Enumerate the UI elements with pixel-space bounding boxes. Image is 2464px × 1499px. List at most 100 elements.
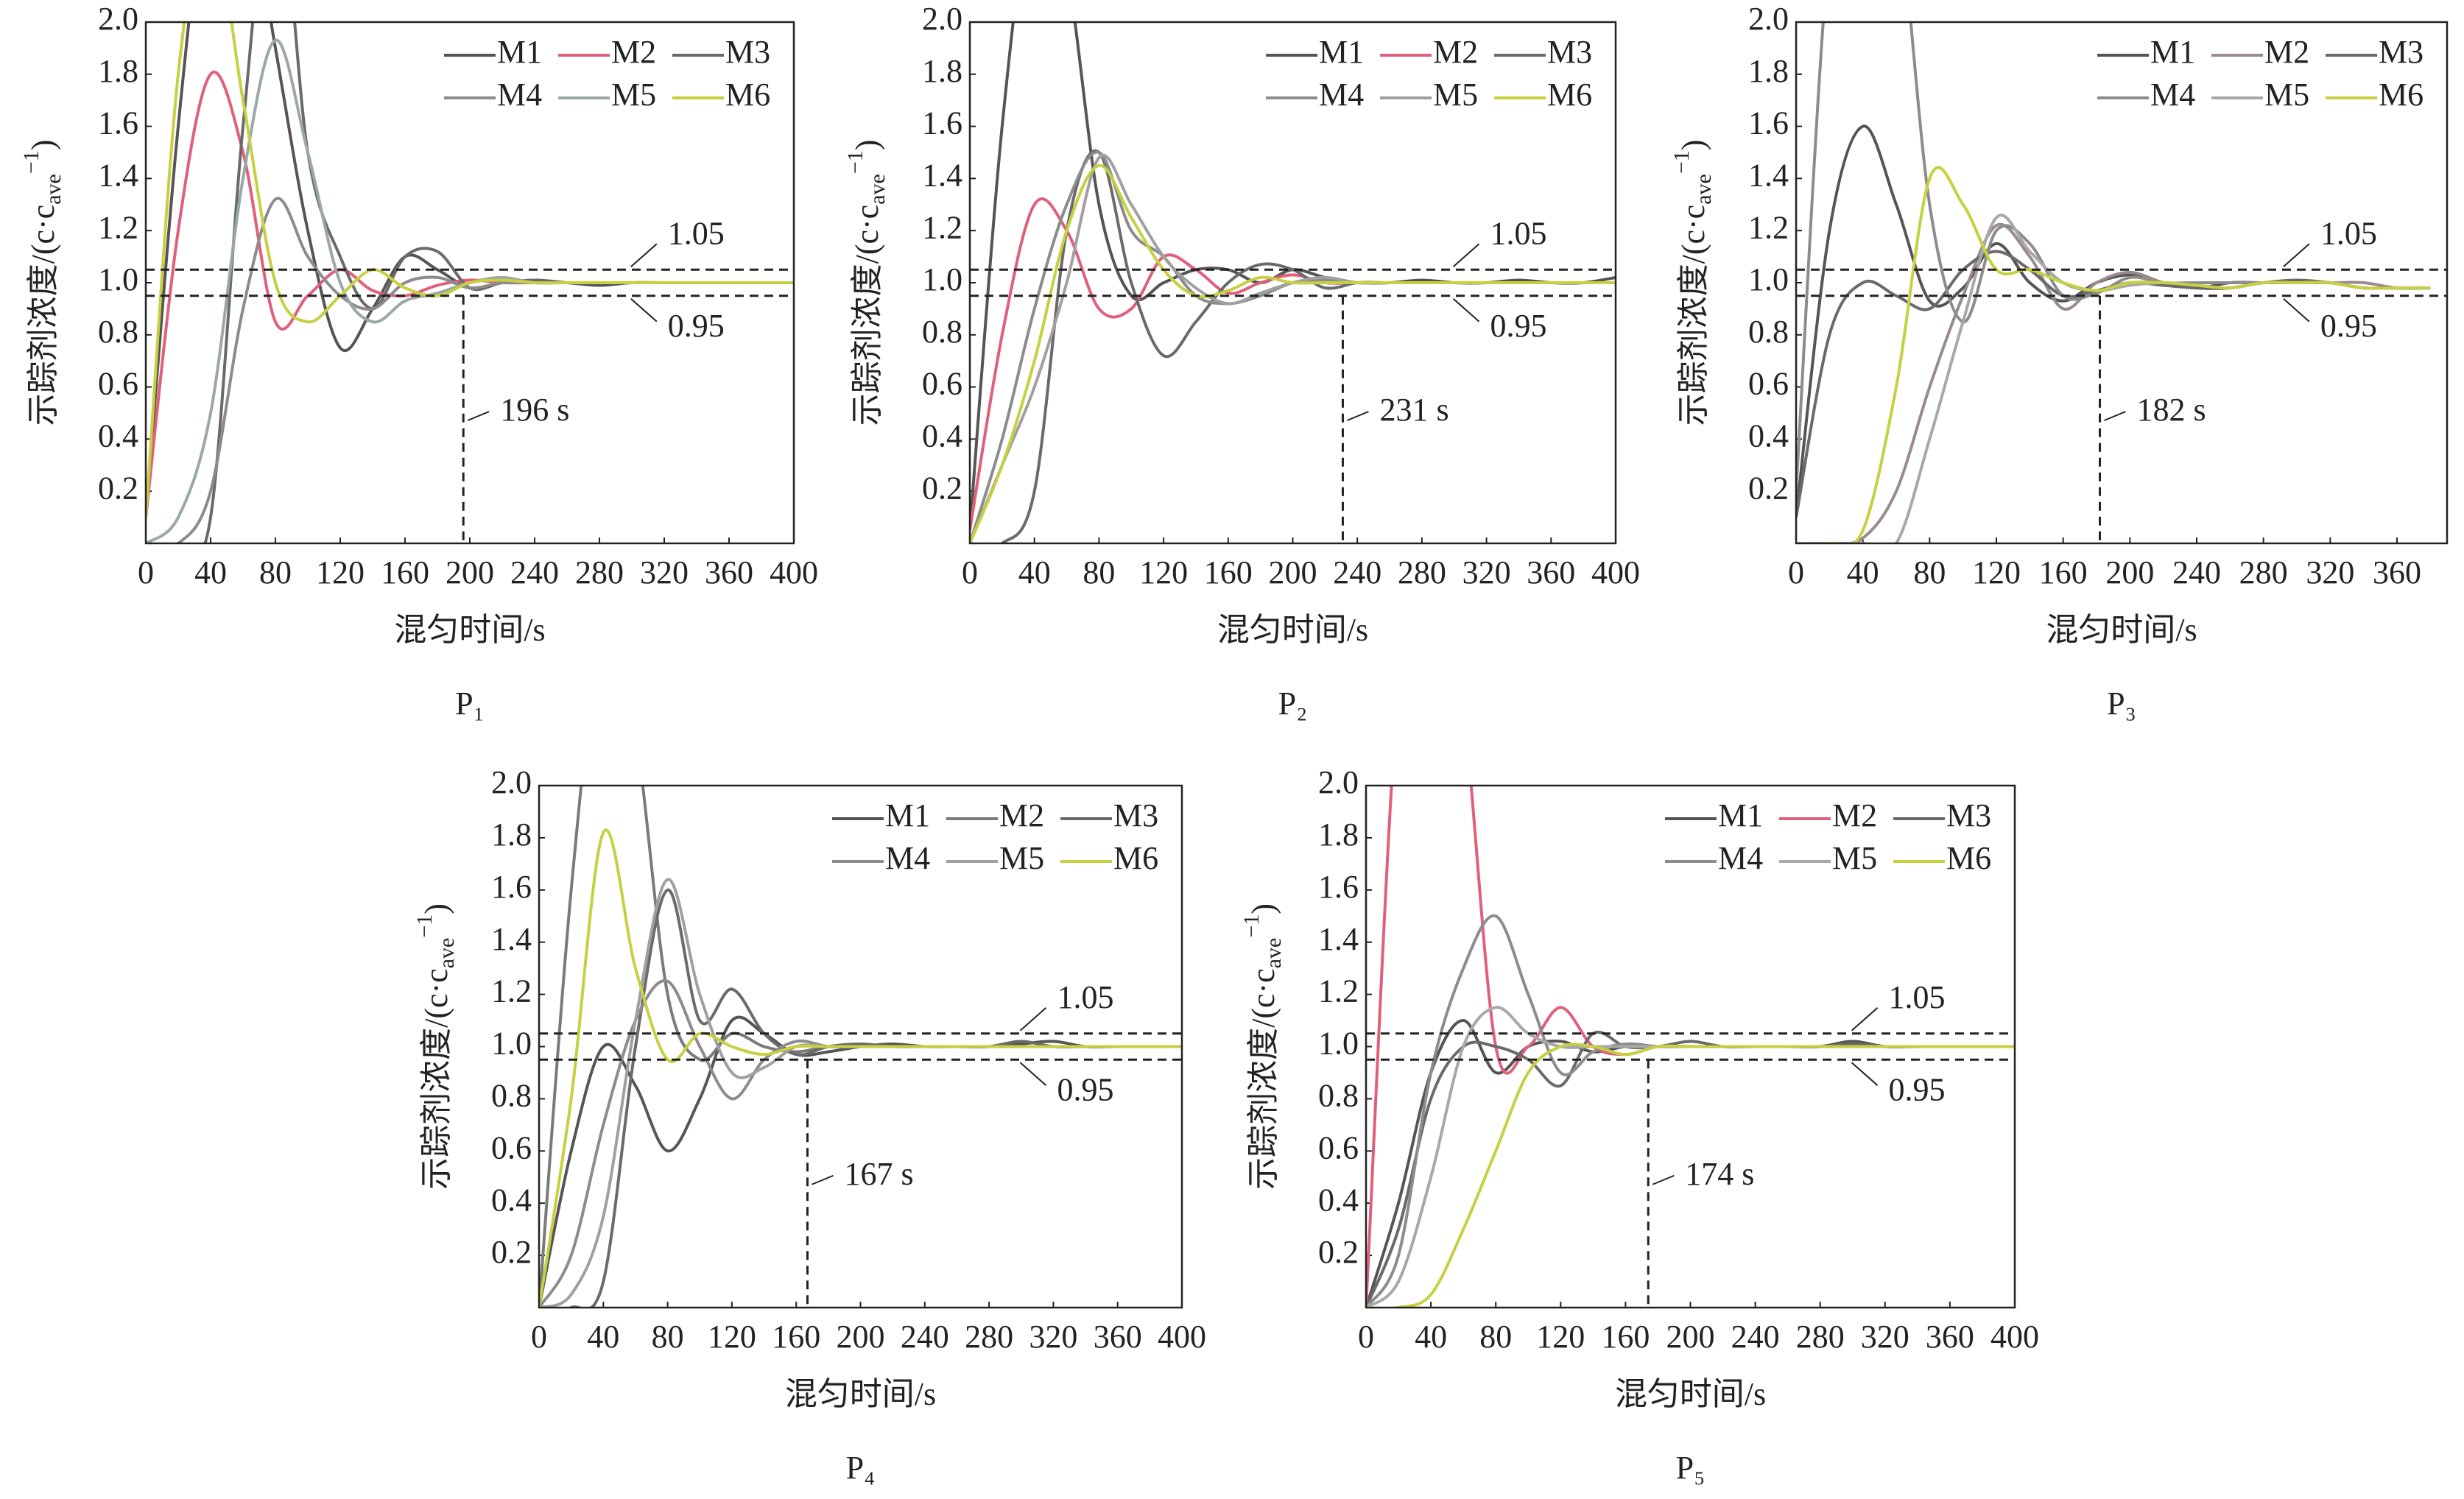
legend-label: M3 xyxy=(2379,34,2423,70)
series-line xyxy=(539,1015,1182,1308)
legend-label: M3 xyxy=(1547,34,1592,70)
legend-label: M4 xyxy=(497,77,542,113)
x-tick-label: 160 xyxy=(1601,1319,1650,1355)
y-tick-label: 1.0 xyxy=(98,261,138,297)
x-tick-label: 200 xyxy=(446,554,494,590)
annotation-arrow xyxy=(1452,243,1480,268)
y-tick-label: 0.8 xyxy=(922,314,962,350)
series-line xyxy=(970,163,1616,543)
x-tick-label: 0 xyxy=(962,554,978,590)
x-tick-label: 120 xyxy=(1536,1319,1585,1355)
y-tick-label: 1.0 xyxy=(491,1026,532,1062)
x-tick-label: 200 xyxy=(1269,554,1317,590)
y-axis-label-sup: −1 xyxy=(1239,914,1264,938)
x-tick-label: 160 xyxy=(2039,554,2088,590)
annotation-arrow xyxy=(1851,1062,1879,1086)
y-tick-label: 0.2 xyxy=(922,470,962,506)
mixing-time-label: 231 s xyxy=(1379,392,1449,428)
y-axis-label: 示踪剂浓度/(c·cave−1) xyxy=(1669,140,1716,426)
x-tick-label: 360 xyxy=(2373,554,2421,590)
legend-label: M2 xyxy=(1832,797,1877,833)
series-line xyxy=(1796,250,2431,518)
y-tick-label: 1.6 xyxy=(491,869,532,905)
y-tick-label: 0.6 xyxy=(1318,1129,1359,1165)
y-tick-label: 1.0 xyxy=(922,261,962,297)
y-axis-label-sub: ave xyxy=(865,174,890,205)
x-tick-label: 320 xyxy=(1029,1319,1077,1355)
x-tick-label: 240 xyxy=(510,554,559,590)
annotation-arrow xyxy=(1452,297,1480,322)
y-tick-label: 1.2 xyxy=(1318,973,1359,1009)
y-tick-label: 1.0 xyxy=(1748,261,1789,297)
legend-label: M2 xyxy=(611,34,656,70)
x-tick-label: 280 xyxy=(965,1319,1013,1355)
legend-label: M1 xyxy=(1319,34,1364,70)
legend-label: M6 xyxy=(1547,77,1592,113)
series-line xyxy=(1366,914,2015,1308)
x-tick-label: 360 xyxy=(705,554,753,590)
y-tick-label: 0.4 xyxy=(98,417,138,454)
annotation-arrow xyxy=(2104,411,2126,421)
legend-label: M5 xyxy=(999,840,1044,876)
legend-label: M4 xyxy=(885,840,930,876)
y-axis-label-main: 示踪剂浓度/(c·c xyxy=(418,968,454,1190)
y-axis-label-main: 示踪剂浓度/(c·c xyxy=(1245,968,1281,1190)
series-line xyxy=(970,22,1616,531)
x-axis-label: 混匀时间/s xyxy=(1615,1376,1766,1412)
y-tick-label: 2.0 xyxy=(491,764,532,800)
legend-label: M3 xyxy=(1113,797,1158,833)
y-tick-label: 0.4 xyxy=(1318,1182,1359,1218)
reference-label: 1.05 xyxy=(668,215,725,251)
legend-label: M6 xyxy=(2379,77,2423,113)
plot-area xyxy=(970,22,1616,543)
y-tick-label: 0.2 xyxy=(491,1234,532,1270)
x-tick-label: 280 xyxy=(2239,554,2288,590)
legend-label: M5 xyxy=(2264,77,2309,113)
x-axis-label: 混匀时间/s xyxy=(1217,612,1368,648)
y-tick-label: 1.8 xyxy=(1748,53,1789,89)
x-tick-label: 80 xyxy=(259,554,292,590)
y-tick-label: 2.0 xyxy=(98,1,138,37)
y-axis-label-end: ) xyxy=(1675,140,1711,151)
y-tick-label: 1.4 xyxy=(1318,921,1359,957)
y-tick-label: 0.8 xyxy=(98,314,138,350)
x-tick-label: 320 xyxy=(640,554,689,590)
y-tick-label: 1.4 xyxy=(491,921,532,957)
reference-label: 0.95 xyxy=(1057,1071,1113,1107)
x-tick-label: 160 xyxy=(772,1319,820,1355)
y-tick-label: 1.8 xyxy=(491,816,532,853)
y-tick-label: 1.6 xyxy=(922,105,962,141)
legend-label: M6 xyxy=(1946,840,1991,876)
x-axis-label: 混匀时间/s xyxy=(785,1376,936,1412)
y-tick-label: 1.4 xyxy=(98,157,138,193)
annotation-arrow xyxy=(2283,243,2310,268)
series-line xyxy=(970,149,1616,543)
x-tick-label: 120 xyxy=(316,554,365,590)
y-axis-label-sub: ave xyxy=(1692,174,1716,205)
x-tick-label: 200 xyxy=(1666,1319,1715,1355)
subplot-label: P₃ xyxy=(2107,685,2136,722)
reference-label: 1.05 xyxy=(1057,979,1113,1015)
y-axis-label: 示踪剂浓度/(c·cave−1) xyxy=(843,140,890,426)
y-tick-label: 2.0 xyxy=(922,1,962,37)
y-axis-label-main: 示踪剂浓度/(c·c xyxy=(849,205,885,426)
x-tick-label: 360 xyxy=(1094,1319,1142,1355)
y-axis-label-sub: ave xyxy=(1261,938,1286,969)
annotation-arrow xyxy=(1019,1062,1047,1086)
x-tick-label: 200 xyxy=(2105,554,2154,590)
y-axis-label-sup: −1 xyxy=(412,914,437,938)
x-tick-label: 360 xyxy=(1926,1319,1974,1355)
legend-label: M4 xyxy=(1718,840,1763,876)
subplot: 0.2 0.4 0.6 0.8 1.0 1.2 1.4 1.6 1.8 2.0 0 40 80 120 16… xyxy=(19,1,818,722)
x-tick-label: 160 xyxy=(1204,554,1253,590)
reference-label: 0.95 xyxy=(668,308,725,344)
legend-label: M2 xyxy=(999,797,1044,833)
y-axis-label-end: ) xyxy=(418,903,454,914)
x-tick-label: 240 xyxy=(2172,554,2221,590)
x-tick-label: 120 xyxy=(1972,554,2021,590)
reference-label: 1.05 xyxy=(1490,215,1547,251)
subplot-label: P₅ xyxy=(1676,1450,1706,1486)
legend-label: M5 xyxy=(1832,840,1877,876)
series-line xyxy=(970,154,1616,543)
